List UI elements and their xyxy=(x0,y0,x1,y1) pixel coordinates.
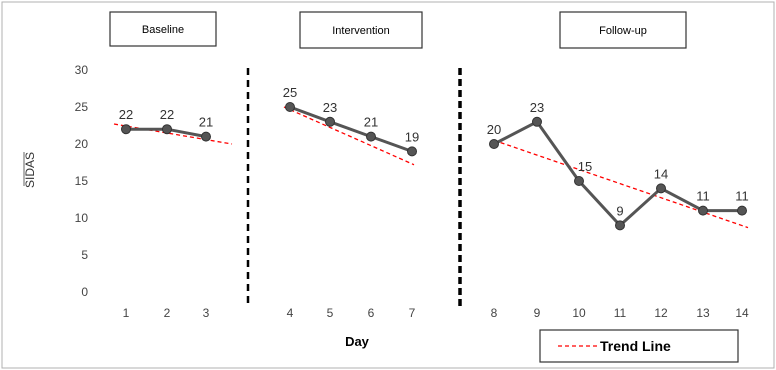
phase-box-2 xyxy=(299,11,423,49)
y-tick-label: 30 xyxy=(75,63,89,77)
data-label: 9 xyxy=(616,203,623,218)
data-point xyxy=(532,116,542,127)
data-point xyxy=(737,205,747,216)
phase-box-3 xyxy=(559,11,687,49)
x-tick-label: 10 xyxy=(572,306,586,320)
data-label: 25 xyxy=(283,85,297,100)
y-tick-label: 15 xyxy=(75,174,89,188)
x-tick-label: 13 xyxy=(696,306,710,320)
y-tick-label: 10 xyxy=(75,211,89,225)
data-point xyxy=(407,146,417,157)
data-point xyxy=(162,124,172,135)
phase-label-2: Intervention xyxy=(332,25,389,37)
y-axis-title: SIDAS xyxy=(23,152,37,188)
x-tick-label: 5 xyxy=(327,306,334,320)
data-point xyxy=(366,131,376,142)
data-point xyxy=(325,116,335,127)
data-point xyxy=(201,131,211,142)
x-tick-label: 7 xyxy=(409,306,416,320)
x-tick-label: 14 xyxy=(735,306,749,320)
x-tick-label: 1 xyxy=(123,306,130,320)
x-tick-label: 6 xyxy=(368,306,375,320)
y-tick-label: 25 xyxy=(75,100,89,114)
data-label: 22 xyxy=(160,107,174,122)
data-label: 23 xyxy=(323,100,337,115)
series-line-2 xyxy=(289,105,413,153)
data-label: 11 xyxy=(696,189,710,204)
y-tick-label: 20 xyxy=(75,137,89,151)
data-label: 20 xyxy=(487,122,501,137)
trend-line-2 xyxy=(283,106,415,166)
data-point xyxy=(574,176,584,186)
data-point xyxy=(656,183,666,194)
y-tick-label: 0 xyxy=(81,285,88,299)
data-point xyxy=(615,220,625,231)
y-tick-label: 5 xyxy=(81,248,88,262)
x-tick-label: 11 xyxy=(614,306,627,320)
data-point xyxy=(121,124,131,135)
phase-label-1: Baseline xyxy=(142,24,184,36)
x-tick-label: 3 xyxy=(203,306,210,320)
x-tick-label: 8 xyxy=(491,306,498,320)
data-label: 15 xyxy=(578,159,592,174)
trend-line-3 xyxy=(493,139,749,229)
data-label: 14 xyxy=(654,166,668,181)
data-label: 23 xyxy=(530,100,544,115)
data-label: 22 xyxy=(119,107,133,122)
data-label: 21 xyxy=(199,115,213,130)
data-label: 11 xyxy=(735,189,749,204)
x-tick-label: 12 xyxy=(654,306,668,320)
data-point xyxy=(489,139,499,149)
x-tick-label: 2 xyxy=(164,306,171,320)
phase-label-3: Follow-up xyxy=(599,25,647,37)
x-axis-title: Day xyxy=(345,334,370,349)
x-tick-label: 9 xyxy=(534,306,541,320)
x-tick-label: 4 xyxy=(287,306,294,320)
phase-box-1 xyxy=(109,11,217,47)
data-label: 19 xyxy=(405,129,419,144)
data-label: 21 xyxy=(364,115,378,130)
trend-line-1 xyxy=(113,123,233,145)
data-point xyxy=(285,102,295,112)
legend-label: Trend Line xyxy=(600,338,671,354)
data-point xyxy=(698,205,708,216)
